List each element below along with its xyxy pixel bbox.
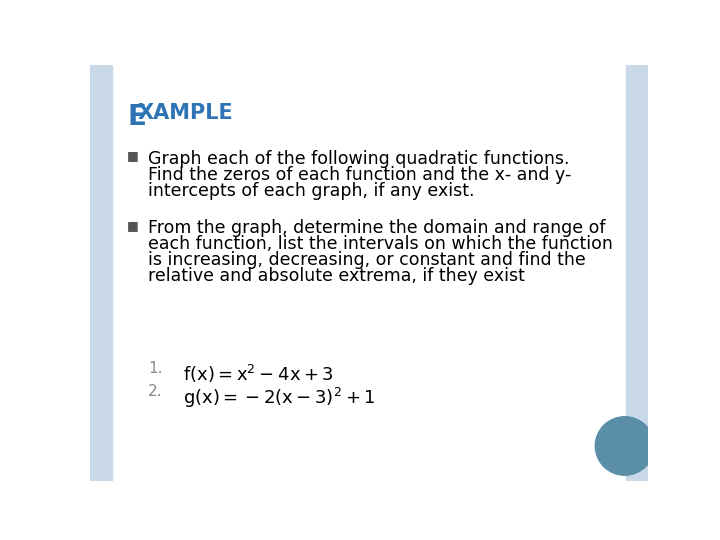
Text: Graph each of the following quadratic functions.: Graph each of the following quadratic fu…	[148, 150, 570, 167]
Text: E: E	[127, 103, 146, 131]
Text: relative and absolute extrema, if they exist: relative and absolute extrema, if they e…	[148, 267, 525, 285]
Text: XAMPLE: XAMPLE	[138, 103, 234, 123]
Text: Find the zeros of each function and the x- and y-: Find the zeros of each function and the …	[148, 166, 572, 184]
Text: is increasing, decreasing, or constant and find the: is increasing, decreasing, or constant a…	[148, 251, 586, 269]
Bar	[626, 65, 648, 481]
Text: $\mathregular{g(x) = -2(x - 3)^2 + 1}$: $\mathregular{g(x) = -2(x - 3)^2 + 1}$	[183, 386, 376, 410]
Text: 1.: 1.	[148, 361, 163, 376]
Text: $\mathregular{f(x) = x^2 - 4x + 3}$: $\mathregular{f(x) = x^2 - 4x + 3}$	[183, 363, 334, 385]
Text: ■: ■	[127, 150, 139, 163]
Bar	[90, 65, 112, 481]
Text: intercepts of each graph, if any exist.: intercepts of each graph, if any exist.	[148, 182, 474, 200]
Text: each function, list the intervals on which the function: each function, list the intervals on whi…	[148, 235, 613, 253]
Text: ■: ■	[127, 219, 139, 232]
Circle shape	[595, 417, 654, 475]
Text: 2.: 2.	[148, 384, 163, 400]
Text: From the graph, determine the domain and range of: From the graph, determine the domain and…	[148, 219, 606, 237]
